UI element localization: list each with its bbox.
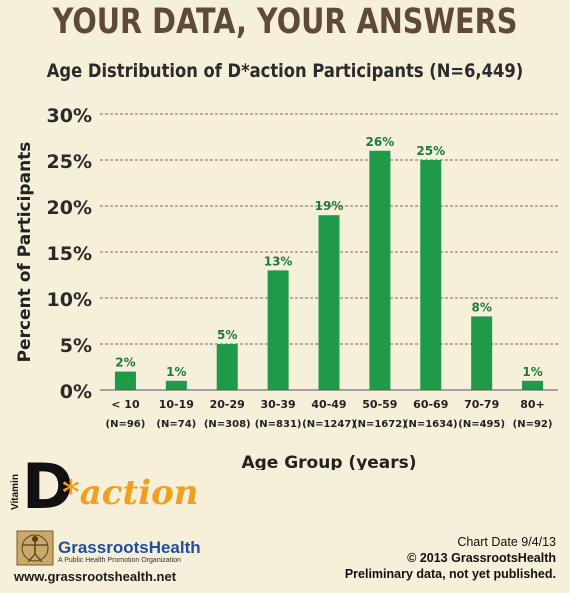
x-tick-label: < 10 [111, 398, 140, 411]
chart-credits: Chart Date 9/4/13 © 2013 GrassrootsHealt… [345, 534, 556, 582]
x-tick-count: (N=495) [458, 419, 505, 430]
bar [471, 316, 493, 390]
bar-data-label: 25% [416, 144, 445, 158]
y-tick-label: 20% [47, 197, 92, 219]
y-axis-ticks: 0% 5% 10% 15% 20% 25% 30% [47, 105, 92, 403]
x-tick-count: (N=74) [156, 419, 196, 430]
bar [216, 344, 238, 390]
bar-data-label: 1% [522, 365, 542, 379]
chart-bars [114, 150, 544, 390]
x-tick-label: 50-59 [362, 398, 397, 411]
chart-data-labels: 2% 1% 5% 13% 19% 26% 25% 8% 1% [115, 135, 542, 379]
x-tick-label: 30-39 [261, 398, 296, 411]
x-tick-count: (N=92) [513, 419, 553, 430]
bar-chart: 0% 5% 10% 15% 20% 25% 30% 2% 1% 5% 13% 19% 26% 25% 8%… [15, 105, 558, 470]
copyright: © 2013 GrassrootsHealth [407, 551, 556, 565]
y-tick-label: 5% [60, 335, 92, 357]
logo-d-letter: D [22, 450, 74, 523]
y-tick-label: 25% [47, 151, 92, 173]
org-tagline: A Public Health Promotion Organization [58, 557, 181, 564]
bar-data-label: 19% [315, 199, 344, 213]
bar-data-label: 8% [471, 300, 491, 314]
y-tick-label: 0% [60, 381, 92, 403]
bar [318, 215, 340, 390]
x-tick-label: 10-19 [159, 398, 194, 411]
bar-data-label: 13% [264, 254, 293, 268]
x-axis-ticks: < 10 (N=96) 10-19 (N=74) 20-29 (N=308) 30-39 (N… [106, 398, 553, 430]
x-tick-count: (N=96) [106, 419, 146, 430]
bar [522, 380, 544, 390]
x-axis-label: Age Group (years) [241, 453, 416, 470]
chart-date: Chart Date 9/4/13 [457, 535, 556, 549]
bar [369, 150, 391, 390]
y-tick-label: 10% [47, 289, 92, 311]
y-tick-label: 15% [47, 243, 92, 265]
bar [165, 380, 187, 390]
y-tick-label: 30% [47, 105, 92, 127]
x-tick-count: (N=1672) [353, 419, 407, 430]
x-tick-label: 70-79 [464, 398, 499, 411]
chart-title: Age Distribution of D*action Participant… [46, 60, 524, 82]
bar-data-label: 26% [366, 135, 395, 149]
x-tick-count: (N=831) [255, 419, 302, 430]
x-tick-count: (N=308) [204, 419, 251, 430]
bar-data-label: 1% [166, 365, 186, 379]
bar [114, 371, 136, 390]
logo-action-text: *action [62, 473, 199, 513]
bar-data-label: 5% [217, 328, 237, 342]
org-url[interactable]: www.grassrootshealth.net [14, 569, 177, 584]
x-tick-label: 60-69 [413, 398, 448, 411]
vitruvian-man-icon [16, 530, 54, 566]
bar [267, 270, 289, 390]
org-name: GrassrootsHealth [58, 538, 201, 557]
bar [420, 160, 442, 390]
bar-data-label: 2% [115, 356, 135, 370]
y-axis-label: Percent of Participants [15, 142, 35, 363]
x-tick-label: 80+ [520, 398, 545, 411]
x-tick-count: (N=1247) [302, 419, 356, 430]
preliminary-note: Preliminary data, not yet published. [344, 567, 556, 581]
x-tick-count: (N=1634) [404, 419, 458, 430]
x-tick-label: 20-29 [210, 398, 245, 411]
page-headline: YOUR DATA, YOUR ANSWERS [52, 2, 518, 42]
x-tick-label: 40-49 [311, 398, 346, 411]
logo-vitamin-text: Vitamin [10, 474, 21, 510]
